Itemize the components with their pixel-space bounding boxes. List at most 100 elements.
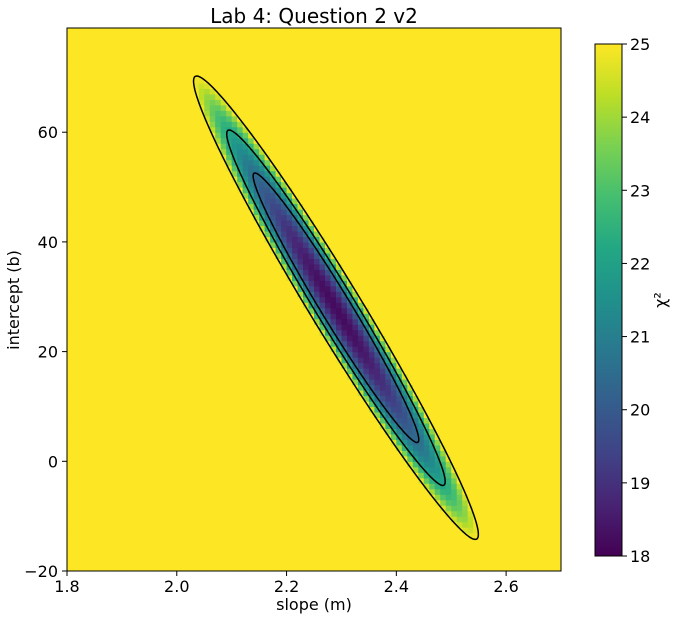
heatmap-cell bbox=[451, 483, 458, 490]
heatmap-cell bbox=[176, 373, 183, 380]
heatmap-cell bbox=[368, 549, 375, 556]
heatmap-cell bbox=[297, 560, 304, 567]
heatmap-cell bbox=[539, 483, 546, 490]
heatmap-cell bbox=[204, 263, 211, 270]
heatmap-cell bbox=[429, 324, 436, 331]
heatmap-cell bbox=[451, 450, 458, 457]
heatmap-cell bbox=[423, 340, 430, 347]
heatmap-cell bbox=[154, 505, 161, 512]
heatmap-cell bbox=[116, 269, 123, 276]
heatmap-cell bbox=[489, 560, 496, 567]
heatmap-cell bbox=[165, 340, 172, 347]
heatmap-cell bbox=[67, 422, 74, 429]
heatmap-cell bbox=[407, 433, 414, 440]
heatmap-cell bbox=[94, 455, 101, 462]
heatmap-cell bbox=[434, 296, 441, 303]
heatmap-cell bbox=[429, 455, 436, 462]
heatmap-cell bbox=[533, 318, 540, 325]
heatmap-cell bbox=[204, 477, 211, 484]
heatmap-cell bbox=[253, 532, 260, 539]
heatmap-cell bbox=[495, 549, 502, 556]
heatmap-cell bbox=[297, 488, 304, 495]
heatmap-cell bbox=[522, 340, 529, 347]
heatmap-cell bbox=[121, 565, 128, 571]
heatmap-cell bbox=[138, 483, 145, 490]
heatmap-cell bbox=[303, 291, 310, 298]
heatmap-cell bbox=[264, 280, 271, 287]
heatmap-cell bbox=[445, 362, 452, 369]
heatmap-cell bbox=[303, 346, 310, 353]
heatmap-cell bbox=[110, 390, 117, 397]
heatmap-cell bbox=[187, 280, 194, 287]
heatmap-cell bbox=[528, 477, 535, 484]
heatmap-cell bbox=[275, 510, 282, 517]
heatmap-cell bbox=[286, 483, 293, 490]
heatmap-cell bbox=[94, 532, 101, 539]
heatmap-cell bbox=[83, 313, 90, 320]
heatmap-cell bbox=[500, 510, 507, 517]
heatmap-cell bbox=[237, 302, 244, 309]
heatmap-cell bbox=[506, 554, 513, 561]
heatmap-cell bbox=[193, 521, 200, 528]
heatmap-cell bbox=[160, 543, 167, 550]
heatmap-cell bbox=[357, 455, 364, 462]
heatmap-cell bbox=[270, 488, 277, 495]
heatmap-cell bbox=[237, 488, 244, 495]
heatmap-cell bbox=[176, 274, 183, 281]
heatmap-cell bbox=[226, 400, 233, 408]
heatmap-cell bbox=[193, 390, 200, 397]
heatmap-cell bbox=[281, 560, 288, 567]
heatmap-cell bbox=[385, 554, 392, 561]
heatmap-cell bbox=[264, 373, 271, 380]
heatmap-cell bbox=[528, 346, 535, 353]
heatmap-cell bbox=[462, 510, 469, 517]
heatmap-cell bbox=[127, 302, 134, 309]
heatmap-cell bbox=[352, 505, 359, 512]
heatmap-cell bbox=[440, 417, 447, 424]
heatmap-cell bbox=[281, 549, 288, 556]
heatmap-cell bbox=[297, 384, 304, 391]
heatmap-cell bbox=[500, 466, 507, 473]
heatmap-cell bbox=[132, 505, 139, 512]
heatmap-cell bbox=[385, 340, 392, 347]
heatmap-cell bbox=[259, 532, 266, 539]
heatmap-cell bbox=[374, 461, 381, 468]
heatmap-cell bbox=[451, 527, 458, 534]
heatmap-cell bbox=[138, 472, 145, 479]
heatmap-cell bbox=[110, 428, 117, 435]
heatmap-cell bbox=[511, 318, 518, 325]
heatmap-cell bbox=[116, 477, 123, 484]
heatmap-cell bbox=[308, 329, 315, 336]
heatmap-cell bbox=[248, 379, 255, 386]
heatmap-cell bbox=[385, 565, 392, 571]
heatmap-cell bbox=[116, 357, 123, 364]
heatmap-cell bbox=[226, 549, 233, 556]
heatmap-cell bbox=[182, 406, 189, 413]
heatmap-cell bbox=[160, 417, 167, 424]
heatmap-cell bbox=[248, 318, 255, 325]
heatmap-cell bbox=[110, 340, 117, 347]
heatmap-cell bbox=[94, 285, 101, 292]
heatmap-cell bbox=[456, 384, 463, 391]
heatmap-cell bbox=[314, 411, 321, 419]
heatmap-cell bbox=[171, 384, 178, 391]
heatmap-cell bbox=[264, 483, 271, 490]
heatmap-cell bbox=[99, 538, 107, 545]
heatmap-cell bbox=[555, 428, 561, 435]
heatmap-cell bbox=[303, 335, 310, 342]
heatmap-cell bbox=[396, 340, 403, 347]
heatmap-cell bbox=[198, 483, 205, 490]
heatmap-cell bbox=[506, 505, 513, 512]
heatmap-cell bbox=[132, 538, 139, 545]
heatmap-cell bbox=[379, 499, 386, 506]
heatmap-cell bbox=[434, 395, 441, 402]
heatmap-cell bbox=[396, 417, 403, 424]
heatmap-cell bbox=[324, 373, 332, 380]
heatmap-cell bbox=[374, 318, 381, 325]
heatmap-cell bbox=[198, 444, 205, 451]
heatmap-cell bbox=[319, 422, 326, 429]
heatmap-cell bbox=[138, 428, 145, 435]
heatmap-cell bbox=[127, 444, 134, 451]
heatmap-cell bbox=[539, 499, 546, 506]
heatmap-cell bbox=[434, 274, 441, 281]
